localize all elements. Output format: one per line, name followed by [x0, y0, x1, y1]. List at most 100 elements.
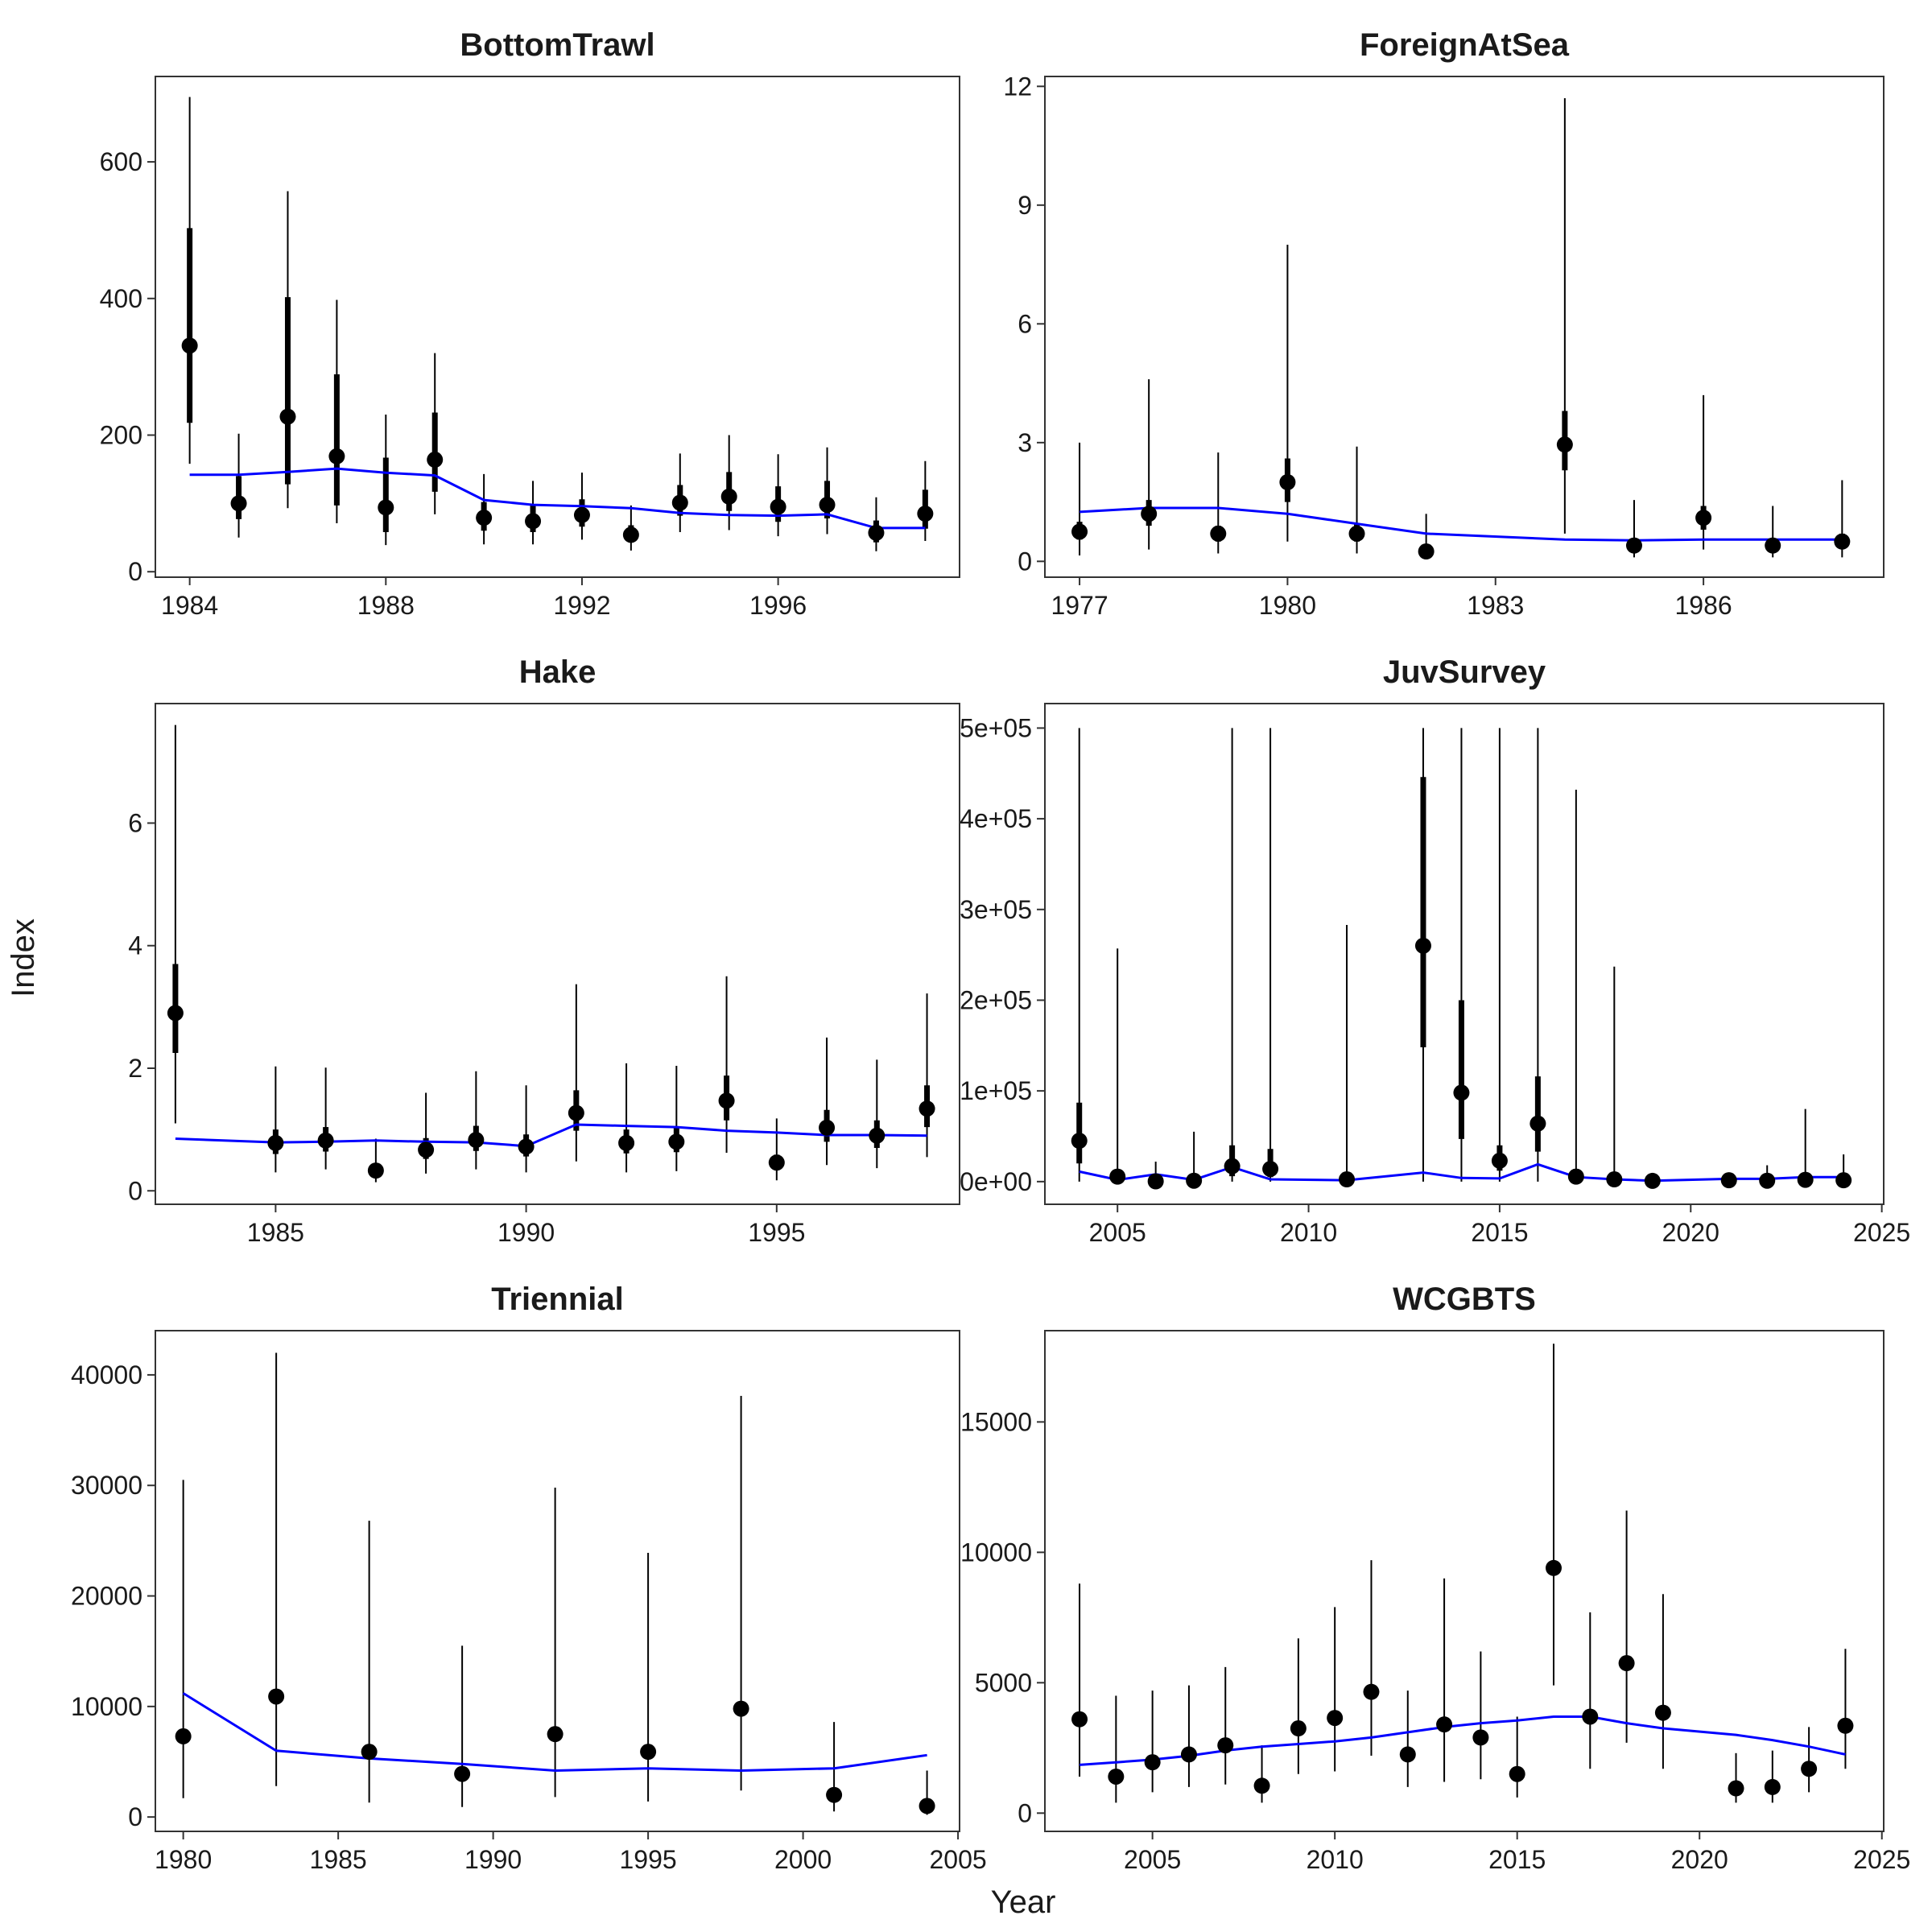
data-point: [1217, 1737, 1234, 1754]
data-point: [869, 1127, 886, 1144]
data-point: [668, 1133, 685, 1150]
data-point: [518, 1138, 535, 1155]
x-tick-label: 1990: [497, 1218, 555, 1247]
data-point: [1759, 1172, 1776, 1189]
x-tick-label: 2005: [1089, 1218, 1146, 1247]
panel-border: [1044, 76, 1885, 578]
panel-title: Hake: [519, 654, 597, 690]
panel-wcgbts: WCGBTS 0 5000 10000 15000 2005 2010 2015 2020 202…: [960, 1282, 1910, 1874]
data-point: [819, 1119, 836, 1136]
y-tick-label: 0: [128, 1802, 142, 1831]
x-tick-label: 2010: [1280, 1218, 1337, 1247]
x-tick-label: 2010: [1307, 1845, 1364, 1874]
y-tick-label: 30000: [71, 1471, 142, 1500]
data-point: [1180, 1746, 1197, 1763]
x-tick-label: 1990: [464, 1845, 522, 1874]
data-point: [1108, 1768, 1125, 1785]
panel-juvsurvey: JuvSurvey 0e+00 1e+05 2e+05 3e+05 4e+05 5e+05 2…: [960, 654, 1910, 1247]
data-point: [720, 488, 737, 505]
panel-title: ForeignAtSea: [1360, 27, 1570, 63]
data-point: [1801, 1761, 1818, 1777]
data-point: [1399, 1746, 1416, 1763]
x-tick-label: 1995: [748, 1218, 805, 1247]
x-tick-label: 1995: [620, 1845, 677, 1874]
data-point: [427, 452, 444, 469]
data-point: [826, 1786, 843, 1803]
data-point: [1625, 537, 1642, 554]
data-point: [1071, 1133, 1088, 1150]
y-tick-label: 0: [1018, 547, 1032, 576]
y-tick-label: 2e+05: [960, 985, 1032, 1014]
data-point: [671, 494, 688, 511]
data-point: [618, 1134, 635, 1151]
data-point: [622, 526, 639, 543]
y-tick-label: 6: [1018, 309, 1032, 338]
data-point: [1071, 1711, 1088, 1728]
data-point: [279, 408, 296, 425]
x-tick-label: 2015: [1488, 1845, 1546, 1874]
x-tick-label: 2025: [1853, 1218, 1910, 1247]
panel-border: [155, 76, 960, 578]
data-point: [1695, 510, 1712, 526]
x-tick-label: 1985: [310, 1845, 367, 1874]
data-point: [640, 1744, 657, 1761]
data-point: [1618, 1655, 1635, 1672]
y-tick-label: 1e+05: [960, 1076, 1032, 1105]
data-point: [1339, 1171, 1356, 1188]
data-point: [418, 1141, 435, 1158]
x-tick-label: 2005: [1124, 1845, 1181, 1874]
x-tick-label: 1986: [1675, 591, 1732, 620]
data-point: [1530, 1115, 1546, 1132]
data-point: [175, 1728, 192, 1744]
y-tick-label: 10000: [71, 1692, 142, 1721]
x-axis-title: Year: [991, 1885, 1056, 1920]
panel-title: WCGBTS: [1393, 1282, 1536, 1317]
data-point: [1186, 1172, 1203, 1189]
y-tick-label: 10000: [960, 1538, 1032, 1567]
data-point: [268, 1688, 285, 1705]
y-tick-label: 12: [1003, 72, 1032, 101]
data-point: [1210, 525, 1227, 542]
x-tick-label: 1980: [155, 1845, 212, 1874]
y-tick-label: 0: [128, 557, 142, 586]
data-point: [770, 498, 786, 515]
y-tick-label: 3: [1018, 428, 1032, 457]
data-point: [768, 1154, 785, 1171]
data-point: [1582, 1708, 1599, 1725]
data-point: [568, 1104, 584, 1121]
data-point: [1071, 523, 1088, 540]
x-tick-label: 1980: [1259, 591, 1316, 620]
data-point: [1654, 1704, 1671, 1721]
panel-title: Triennial: [491, 1282, 624, 1317]
y-tick-label: 0e+00: [960, 1167, 1032, 1196]
data-point: [361, 1744, 378, 1761]
data-point: [919, 1798, 935, 1814]
data-point: [573, 506, 590, 523]
data-point: [1414, 937, 1431, 954]
panel-triennial: Triennial 0 10000 20000 30000 40000 1980 1985 19…: [71, 1282, 987, 1874]
fit-line: [175, 1123, 927, 1148]
x-tick-label: 1992: [553, 591, 610, 620]
data-point: [317, 1132, 334, 1149]
data-point: [468, 1132, 485, 1149]
x-tick-label: 2020: [1662, 1218, 1719, 1247]
panel-hake: Hake 0 2 4 6 1985 1990 1995: [128, 654, 960, 1247]
x-tick-label: 1984: [161, 591, 218, 620]
data-point: [1453, 1084, 1470, 1101]
data-point: [1348, 525, 1365, 542]
panel-border: [1044, 703, 1885, 1205]
panel-bottomtrawl: BottomTrawl 0 200 400 600 1984 1988 1992 1996: [100, 27, 960, 620]
data-point: [1491, 1152, 1508, 1169]
data-point: [919, 1100, 935, 1117]
y-tick-label: 4: [128, 931, 142, 960]
data-point: [819, 497, 836, 514]
y-tick-label: 3e+05: [960, 895, 1032, 924]
x-tick-label: 1983: [1467, 591, 1524, 620]
data-point: [1545, 1559, 1562, 1576]
y-tick-label: 15000: [960, 1407, 1032, 1436]
x-tick-label: 1977: [1051, 591, 1108, 620]
y-tick-label: 5000: [975, 1668, 1032, 1697]
y-tick-label: 0: [128, 1176, 142, 1205]
x-tick-label: 2025: [1853, 1845, 1910, 1874]
